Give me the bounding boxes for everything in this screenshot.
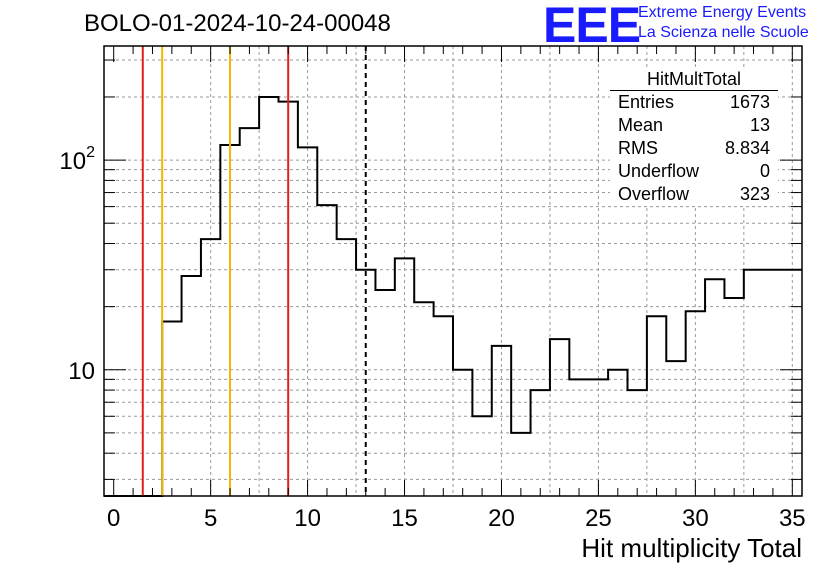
cut-lines xyxy=(141,46,367,496)
logo-line-2: La Scienza nelle Scuole xyxy=(638,24,809,41)
y-tick-label: 10 xyxy=(68,358,95,385)
x-tick-label: 20 xyxy=(488,505,515,532)
x-tick-label: 25 xyxy=(585,505,612,532)
x-axis-label: Hit multiplicity Total xyxy=(581,533,802,563)
stats-title: HitMultTotal xyxy=(610,68,778,91)
stats-row-entries: Entries 1673 xyxy=(610,91,778,114)
stats-value: 0 xyxy=(759,161,770,181)
stats-value: 323 xyxy=(739,184,770,204)
logo-line-1: Extreme Energy Events xyxy=(638,4,807,21)
histogram-line xyxy=(104,95,802,497)
x-tick-label: 30 xyxy=(682,505,709,532)
stats-value: 8.834 xyxy=(724,138,770,158)
stats-label: Mean xyxy=(618,115,664,135)
y-tick-base: 10 xyxy=(59,148,86,175)
x-tick-label: 35 xyxy=(779,505,806,532)
x-tick-label: 0 xyxy=(107,505,120,532)
stats-value: 1673 xyxy=(729,92,770,112)
stats-label: Underflow xyxy=(618,161,700,181)
stats-row-rms: RMS 8.834 xyxy=(610,137,778,160)
x-tick-label: 15 xyxy=(391,505,418,532)
x-tick-label: 5 xyxy=(204,505,217,532)
stats-value: 13 xyxy=(749,115,770,135)
plot-frame xyxy=(103,45,803,497)
stats-label: Entries xyxy=(618,92,675,112)
stats-box: HitMultTotal Entries 1673 Mean 13 RMS 8.… xyxy=(610,68,778,206)
stats-label: RMS xyxy=(618,138,658,158)
chart-title: BOLO-01-2024-10-24-00048 xyxy=(84,10,391,37)
stats-label: Overflow xyxy=(618,184,690,204)
stats-row-mean: Mean 13 xyxy=(610,114,778,137)
stats-row-overflow: Overflow 323 xyxy=(610,183,778,206)
y-tick-label: 102 xyxy=(59,144,95,175)
eee-logo: EEE xyxy=(543,0,641,53)
stats-row-underflow: Underflow 0 xyxy=(610,160,778,183)
x-axis-ticks: 0 5 10 15 20 25 30 35 xyxy=(107,46,806,532)
y-tick-exponent: 2 xyxy=(86,144,95,161)
x-tick-label: 10 xyxy=(294,505,321,532)
y-tick-base: 10 xyxy=(68,358,95,385)
